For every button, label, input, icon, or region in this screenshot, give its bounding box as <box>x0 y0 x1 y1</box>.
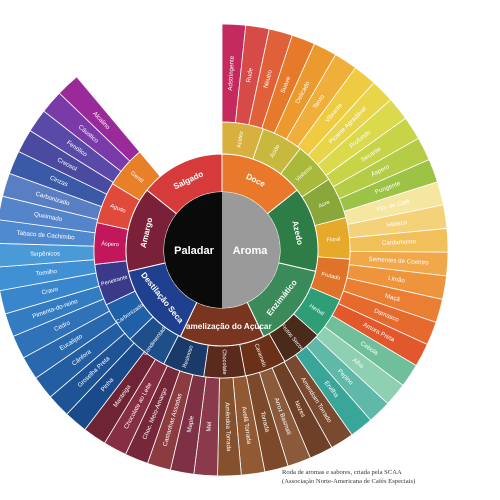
outer-label-15: Sementes de Coentro <box>368 256 429 267</box>
center-right-half <box>222 192 280 308</box>
outer-label-14: Cardamomo <box>382 238 417 246</box>
caption-line-1: Roda de aromas e sabores, criada pela SC… <box>282 469 402 476</box>
outer-label-29: Amêndoa Torrada <box>223 402 232 452</box>
outer-label-30: Mel <box>205 421 213 431</box>
outer-label-27: Torrada <box>259 411 271 434</box>
middle-label-14: Áspero <box>101 240 119 248</box>
middle-label-5: Frutado <box>321 272 341 282</box>
outer-label-42: Cravo <box>41 286 59 297</box>
inner-label-3: Caramelização do Açúcar <box>172 322 272 331</box>
outer-label-0: Adstringente <box>227 55 236 91</box>
outer-label-31: Maple <box>186 415 196 433</box>
center-right-label: Aroma <box>233 245 269 257</box>
outer-label-16: Limão <box>388 275 406 285</box>
outer-label-44: Terpênicos <box>30 250 60 258</box>
outer-label-2: Neutro <box>262 69 274 89</box>
outer-label-1: Rude <box>245 67 254 83</box>
caption-line-2: (Associação Norte-Americana de Cafés Esp… <box>282 478 416 485</box>
caption: Roda de aromas e sabores, criada pela SC… <box>282 468 492 486</box>
outer-label-43: Tomilho <box>35 268 58 278</box>
middle-label-3: Acre <box>318 200 331 210</box>
center-left-half <box>164 192 222 308</box>
outer-label-13: Hibisco <box>387 219 409 229</box>
outer-ring: Adstringente Rude Neutro Suave Delicado Tenro… <box>0 23 449 477</box>
outer-label-17: Maçã <box>384 293 401 304</box>
middle-label-4: Floral <box>326 237 340 244</box>
outer-label-45: Tabaco de Cachimbo <box>16 230 75 242</box>
middle-label-9: Chocolate <box>221 349 228 374</box>
center-disc: Paladar Aroma <box>164 192 280 308</box>
middle-label-0: Acidez <box>236 131 245 149</box>
middle-label-15: Agudo <box>109 203 126 215</box>
center-left-label: Paladar <box>174 245 214 257</box>
